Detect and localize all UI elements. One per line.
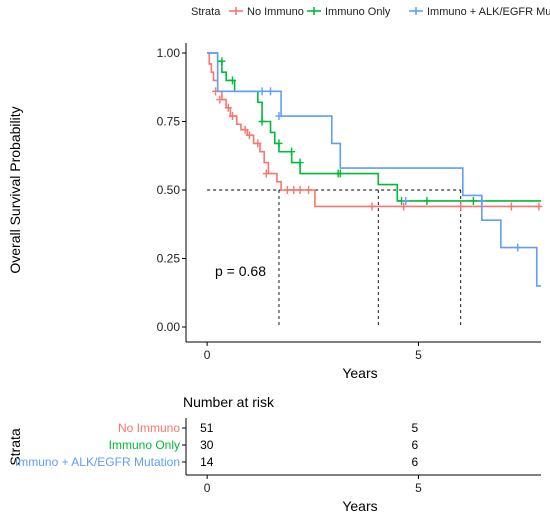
risk-count: 51 (200, 421, 214, 435)
y-tick-label: 1.00 (157, 46, 181, 60)
censor-mark (241, 125, 249, 134)
legend-label: Immuno Only (325, 6, 391, 18)
risk-count: 30 (200, 438, 214, 452)
risk-x-tick-label: 5 (415, 481, 422, 495)
censor-mark (245, 131, 253, 140)
survival-curve-line (207, 52, 541, 202)
legend-entry: Immuno + ALK/EGFR Mutation (409, 6, 550, 18)
legend-entry: No Immuno (229, 6, 304, 18)
survival-series (207, 52, 541, 205)
survival-curve-line (207, 52, 541, 287)
median-lines (207, 189, 462, 327)
x-tick-label: 5 (415, 348, 422, 362)
legend-label: Immuno + ALK/EGFR Mutation (427, 6, 550, 18)
risk-count: 6 (411, 455, 418, 469)
y-tick-label: 0.50 (157, 183, 181, 197)
legend-label: No Immuno (247, 6, 304, 18)
censor-mark (423, 196, 431, 205)
censor-mark (262, 169, 270, 178)
censor-mark (216, 95, 224, 104)
y-tick-label: 0.75 (157, 115, 181, 129)
legend-entry: Immuno Only (307, 6, 391, 18)
censor-mark (258, 87, 266, 96)
censor-mark (228, 76, 236, 85)
risk-row-label: No Immuno (118, 421, 180, 435)
legend: Strata No Immuno Immuno Only Immuno + ALK/… (191, 6, 550, 18)
censor-mark (535, 202, 543, 211)
y-tick-label: 0.00 (157, 320, 181, 334)
risk-row-label: Immuno Only (109, 438, 180, 452)
censor-mark (254, 139, 262, 148)
censor-mark (336, 169, 344, 178)
censor-mark (258, 117, 266, 126)
risk-count: 6 (411, 438, 418, 452)
survival-curve-line (207, 52, 541, 208)
censor-mark (296, 158, 304, 167)
risk-table-x-axis-title: Years (342, 498, 377, 514)
censor-mark (218, 57, 226, 66)
censor-mark (469, 196, 477, 205)
survival-series (207, 52, 541, 287)
survival-curves (207, 52, 543, 287)
main-axes: 0.00 0.25 0.50 0.75 1.00 0 5 (157, 43, 541, 362)
censor-mark (478, 196, 486, 205)
censor-mark (457, 202, 465, 211)
p-value-annotation: p = 0.68 (215, 263, 266, 279)
censor-mark (402, 196, 410, 205)
y-axis-title: Overall Survival Probability (7, 106, 23, 273)
censor-mark (283, 186, 291, 194)
censor-mark (514, 243, 522, 252)
censor-mark (400, 202, 408, 211)
legend-title: Strata (191, 6, 221, 18)
y-tick-label: 0.25 (157, 252, 181, 266)
censor-mark (275, 139, 283, 148)
censor-mark (275, 112, 283, 121)
censor-mark (507, 202, 515, 211)
x-axis-title: Years (342, 365, 377, 381)
censor-mark (368, 202, 376, 211)
risk-count: 14 (200, 455, 214, 469)
risk-count: 5 (411, 421, 418, 435)
censor-mark (228, 112, 236, 121)
censor-mark (290, 186, 298, 194)
censor-mark (305, 186, 313, 194)
survival-series (207, 52, 543, 211)
risk-x-tick-label: 0 (204, 481, 211, 495)
censor-mark (296, 186, 304, 194)
risk-table-title: Number at risk (183, 394, 275, 410)
risk-table: No Immuno 51 5 Immuno Only 30 6 Immuno + ALK/E… (15, 418, 541, 495)
x-tick-label: 0 (204, 348, 211, 362)
risk-table-strata-title: Strata (7, 428, 23, 466)
censor-mark (267, 87, 275, 96)
censor-mark (288, 147, 296, 156)
censor-mark (224, 103, 232, 112)
risk-row-label: Immuno + ALK/EGFR Mutation (15, 455, 180, 469)
